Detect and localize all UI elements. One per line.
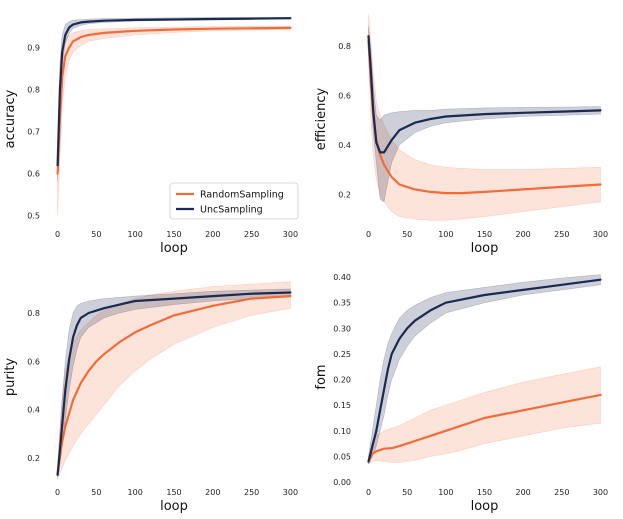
x-tick-label: 100 xyxy=(438,488,453,497)
uncsampling-line xyxy=(56,291,292,476)
randomsampling-band xyxy=(368,366,601,465)
y-tick-label: 0.40 xyxy=(333,273,351,282)
x-axis-label: loop xyxy=(160,241,188,256)
y-axis-label: accuracy xyxy=(3,89,18,148)
y-tick-label: 0.10 xyxy=(333,427,351,436)
uncsampling-band xyxy=(368,274,601,465)
x-tick-label: 300 xyxy=(593,488,608,497)
y-tick-label: 0.25 xyxy=(333,350,351,359)
randomsampling-band xyxy=(57,25,291,216)
x-tick-label: 200 xyxy=(205,230,220,239)
y-tick-label: 0.6 xyxy=(27,170,40,179)
chart-panel-bottom-right: 0 50 100 150 200 250 300 0.00 0.05 0.10 0.15 0.20 0.… xyxy=(314,273,608,514)
x-tick-label: 300 xyxy=(593,230,608,239)
x-tick-label: 0 xyxy=(366,230,371,239)
y-tick-label: 0.8 xyxy=(27,309,40,318)
x-tick-label: 250 xyxy=(244,488,259,497)
y-tick-label: 0.7 xyxy=(27,128,40,137)
legend-label: UncSampling xyxy=(200,205,263,216)
chart-panel-top-left: 0 50 100 150 200 250 300 0.5 0.6 0.7 0.8 0.9 loop acc… xyxy=(3,17,299,256)
x-tick-label: 300 xyxy=(283,230,298,239)
x-tick-label: 100 xyxy=(128,230,143,239)
legend-box xyxy=(169,182,299,220)
randomsampling-band xyxy=(57,281,291,480)
randomsampling-band xyxy=(368,13,601,221)
y-tick-label: 0.9 xyxy=(27,44,40,53)
legend-label: RandomSampling xyxy=(200,190,284,201)
y-tick-label: 0.5 xyxy=(27,212,40,221)
x-axis-label: loop xyxy=(160,499,188,514)
chart-panel-top-right: 0 50 100 150 200 250 300 0.2 0.4 0.6 0.8 loop effici… xyxy=(314,13,608,256)
x-axis-label: loop xyxy=(471,499,499,514)
y-axis-label: fom xyxy=(314,364,329,389)
y-tick-label: 0.8 xyxy=(338,42,351,51)
x-tick-label: 50 xyxy=(402,488,412,497)
x-tick-label: 150 xyxy=(166,230,181,239)
randomsampling-line xyxy=(367,393,602,463)
x-tick-label: 50 xyxy=(402,230,412,239)
y-tick-label: 0.35 xyxy=(333,299,351,308)
y-tick-label: 0.4 xyxy=(27,406,40,415)
y-tick-label: 0.2 xyxy=(338,190,351,199)
y-tick-label: 0.00 xyxy=(333,478,351,487)
x-tick-label: 0 xyxy=(55,230,60,239)
x-tick-label: 0 xyxy=(366,488,371,497)
x-tick-label: 100 xyxy=(438,230,453,239)
x-tick-label: 150 xyxy=(477,230,492,239)
y-tick-label: 0.2 xyxy=(27,454,40,463)
x-tick-label: 50 xyxy=(91,488,101,497)
x-tick-label: 250 xyxy=(244,230,259,239)
legend: RandomSampling UncSampling xyxy=(169,182,299,220)
x-tick-label: 150 xyxy=(477,488,492,497)
x-axis-label: loop xyxy=(471,241,499,256)
uncsampling-line xyxy=(367,35,602,154)
y-tick-label: 0.6 xyxy=(27,357,40,366)
x-tick-label: 0 xyxy=(55,488,60,497)
y-tick-label: 0.8 xyxy=(27,86,40,95)
x-tick-label: 50 xyxy=(91,230,101,239)
y-axis-label: purity xyxy=(3,358,18,397)
x-tick-label: 250 xyxy=(554,230,569,239)
y-tick-label: 0.4 xyxy=(338,141,351,150)
y-axis-label: efficiency xyxy=(314,87,329,150)
x-tick-label: 300 xyxy=(283,488,298,497)
y-tick-label: 0.30 xyxy=(333,324,351,333)
y-tick-label: 0.15 xyxy=(333,401,351,410)
x-tick-label: 200 xyxy=(516,230,531,239)
x-tick-label: 200 xyxy=(516,488,531,497)
uncsampling-line xyxy=(56,17,292,167)
uncsampling-band xyxy=(57,17,291,183)
y-tick-label: 0.6 xyxy=(338,92,351,101)
randomsampling-line xyxy=(56,295,292,476)
x-tick-label: 250 xyxy=(554,488,569,497)
x-tick-label: 200 xyxy=(205,488,220,497)
x-tick-label: 100 xyxy=(128,488,143,497)
uncsampling-line xyxy=(367,278,602,463)
y-tick-label: 0.05 xyxy=(333,452,351,461)
chart-panel-bottom-left: 0 50 100 150 200 250 300 0.2 0.4 0.6 0.8 loop purity xyxy=(3,281,298,514)
randomsampling-line xyxy=(56,26,292,175)
x-tick-label: 150 xyxy=(166,488,181,497)
y-tick-label: 0.20 xyxy=(333,376,351,385)
